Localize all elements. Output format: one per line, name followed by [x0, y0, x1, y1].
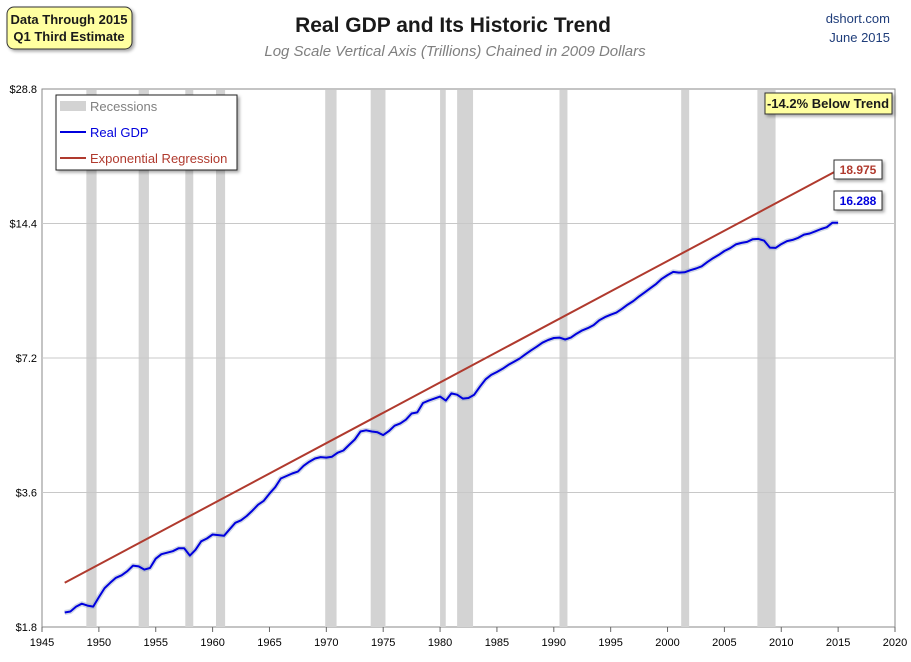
trend-note-box: [764, 92, 893, 115]
data-note-box: [6, 6, 133, 50]
x-tick-label: 1980: [428, 637, 452, 649]
x-tick-label: 1985: [485, 637, 509, 649]
end-label-gdp-group: 16.288: [833, 190, 883, 211]
end-label-regression: 18.975: [840, 163, 877, 177]
end-label-gdp-box: [833, 190, 883, 211]
x-tick-label: 1960: [200, 637, 224, 649]
end-label-regression-group: 18.975: [833, 159, 883, 180]
y-tick-label: $28.8: [9, 84, 37, 96]
x-tick-label: 1990: [542, 637, 566, 649]
legend-label-recessions: Recessions: [90, 99, 158, 114]
x-axis-ticks: 1945 1950 1955 1960 1965 1970 1975 1980 1985 1990…: [30, 627, 907, 649]
x-tick-label: 2000: [655, 637, 679, 649]
data-note: Data Through 2015 Q1 Third Estimate: [6, 6, 133, 50]
y-tick-label: $3.6: [16, 488, 37, 500]
legend-recession-swatch: [60, 101, 86, 111]
x-tick-label: 1995: [598, 637, 622, 649]
x-tick-label: 1950: [87, 637, 111, 649]
legend: Recessions Real GDP Exponential Regressi…: [55, 94, 238, 171]
y-axis-ticks: $1.8 $3.6 $7.2 $14.4 $28.8: [9, 84, 37, 634]
x-tick-label: 2010: [769, 637, 793, 649]
trend-note: -14.2% Below Trend: [764, 92, 893, 115]
data-note-line1: Data Through 2015: [10, 12, 127, 27]
x-tick-label: 2015: [826, 637, 850, 649]
end-label-regression-box: [833, 159, 883, 180]
series-line-regression: [64, 169, 839, 584]
trend-note-text: -14.2% Below Trend: [767, 96, 889, 111]
x-tick-label: 1970: [314, 637, 338, 649]
chart-subtitle: Log Scale Vertical Axis (Trillions) Chai…: [264, 43, 646, 60]
grid-lines: [42, 223, 895, 493]
y-tick-label: $7.2: [16, 353, 37, 365]
series-line-gdp: [64, 221, 839, 614]
legend-box: [55, 94, 238, 171]
x-tick-label: 2020: [883, 637, 907, 649]
legend-label-gdp: Real GDP: [90, 125, 149, 140]
end-label-gdp: 16.288: [840, 194, 877, 208]
y-tick-label: $1.8: [16, 622, 37, 634]
data-note-line2: Q1 Third Estimate: [13, 29, 124, 44]
y-tick-label: $14.4: [9, 219, 37, 231]
legend-label-regression: Exponential Regression: [90, 151, 227, 166]
x-tick-label: 1965: [257, 637, 281, 649]
x-tick-label: 2005: [712, 637, 736, 649]
x-tick-label: 1975: [371, 637, 395, 649]
x-tick-label: 1945: [30, 637, 54, 649]
x-tick-label: 1955: [143, 637, 167, 649]
source-name: dshort.com: [826, 11, 890, 26]
source-date: June 2015: [829, 30, 890, 45]
series-lines: [64, 169, 839, 615]
chart-title: Real GDP and Its Historic Trend: [295, 14, 611, 37]
